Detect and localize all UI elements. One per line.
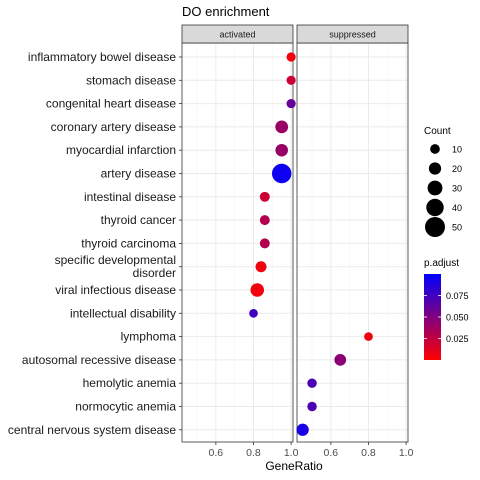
chart-title: DO enrichment [182,4,270,19]
legend-padjust-title: p.adjust [424,258,459,269]
legend-padjust: p.adjust 0.075 0.050 0.025 [424,258,469,360]
facet-strip [181,24,294,44]
legend-count-label: 20 [452,164,462,174]
x-axis-title: GeneRatio [265,459,323,473]
legend-count-label: 30 [452,184,462,194]
padjust-colorbar [424,274,441,360]
category-labels: inflammatory bowel disease stomach diseas… [8,50,182,437]
category-label: coronary artery disease [51,120,177,134]
data-point [334,354,347,366]
x-tick-label: 0.6 [209,447,224,459]
facet-strip [296,24,409,44]
legend-count-key [425,217,445,237]
padjust-label: 0.025 [446,334,469,344]
data-point [307,401,317,412]
legend-count-label: 50 [452,223,462,233]
padjust-label: 0.050 [446,313,469,323]
data-point [255,261,267,273]
data-point [286,75,296,85]
data-point [275,143,288,157]
data-point [271,163,292,184]
x-tick-label: 1.0 [399,447,414,459]
panel-background [297,43,408,442]
legend-count-title: Count [424,126,451,137]
category-label: autosomal recessive disease [22,353,176,367]
legend-count-label: 10 [452,145,462,155]
category-label: specific developmental disorder [55,253,176,280]
category-label-line: specific developmental [55,253,176,267]
x-tick-label: 0.8 [246,447,261,459]
data-point [259,238,270,249]
data-point [296,423,309,436]
data-point [259,215,270,226]
x-tick-label: 0.6 [324,447,339,459]
x-tick-label: 0.8 [361,447,376,459]
category-label: normocytic anemia [75,400,176,414]
category-label: hemolytic anemia [83,376,177,390]
data-point [259,191,270,202]
category-label: artery disease [101,167,177,181]
legend-count: Count 10 20 30 40 50 [424,126,462,237]
data-point [286,52,296,62]
facet-strip-label: activated [219,30,255,40]
data-point [307,378,317,388]
legend-count-label: 40 [452,203,462,213]
category-label: viral infectious disease [55,283,176,297]
data-point [249,308,258,318]
panel-background [182,43,293,442]
category-label-line: disorder [133,266,176,280]
legend-count-key [427,180,443,196]
data-point [364,332,373,341]
data-point [250,283,265,297]
legend-count-key [430,144,440,154]
x-tick-label: 1.0 [284,447,299,459]
category-label: intestinal disease [84,190,176,204]
legend-count-key [426,198,444,217]
category-label: thyroid cancer [101,213,176,227]
facet-panels: activated suppressed [181,24,409,443]
category-label: myocardial infarction [66,143,176,157]
facet-panel-activated: activated [181,24,294,443]
category-label: lymphoma [121,330,177,344]
category-label: central nervous system disease [8,423,176,437]
x-axis-ticks: 0.6 0.8 1.0 0.6 0.8 1.0 [209,442,414,459]
padjust-label: 0.075 [446,291,469,301]
facet-strip-label: suppressed [329,30,376,40]
category-label: stomach disease [86,73,176,87]
data-point [286,99,296,109]
data-point [275,120,289,134]
category-label: intellectual disability [70,306,176,320]
category-label: thyroid carcinoma [81,236,176,250]
category-label: inflammatory bowel disease [28,50,176,64]
category-label: congenital heart disease [46,97,176,111]
legend-count-key [428,162,442,175]
facet-panel-suppressed: suppressed [296,24,409,443]
